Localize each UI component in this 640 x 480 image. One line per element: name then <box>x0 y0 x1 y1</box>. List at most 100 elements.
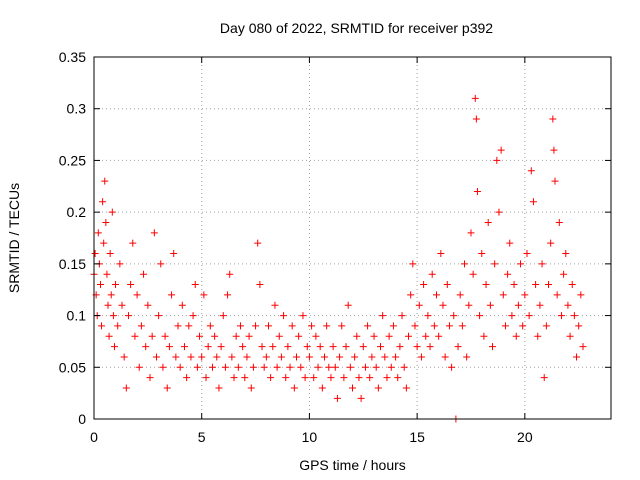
data-point <box>228 353 236 361</box>
data-point <box>129 239 137 247</box>
data-point <box>422 332 430 340</box>
data-point <box>493 156 501 164</box>
data-point <box>568 281 576 289</box>
x-tick-label: 5 <box>198 429 206 445</box>
data-point <box>473 187 481 195</box>
data-point <box>260 363 268 371</box>
data-point <box>383 374 391 382</box>
data-point <box>152 353 160 361</box>
data-point <box>510 281 518 289</box>
plot-frame <box>93 56 612 420</box>
data-point <box>157 260 165 268</box>
y-tick-label: 0.15 <box>59 256 86 272</box>
data-point <box>202 374 210 382</box>
data-point <box>497 146 505 154</box>
data-point <box>310 374 318 382</box>
data-point <box>262 353 270 361</box>
data-point <box>100 239 108 247</box>
y-tick-label: 0 <box>78 411 86 427</box>
data-point <box>323 322 331 330</box>
data-point <box>107 291 115 299</box>
data-point <box>241 374 249 382</box>
data-point <box>471 94 479 102</box>
data-point <box>297 363 305 371</box>
data-point <box>398 312 406 320</box>
data-point <box>529 198 537 206</box>
data-point <box>275 332 283 340</box>
y-tick-label: 0.25 <box>59 152 86 168</box>
data-point <box>439 301 447 309</box>
data-point <box>106 250 114 258</box>
data-point <box>342 343 350 351</box>
data-point <box>420 281 428 289</box>
data-point <box>476 312 484 320</box>
data-point <box>114 322 122 330</box>
data-point <box>443 281 451 289</box>
data-point <box>118 301 126 309</box>
data-point <box>325 363 333 371</box>
data-point <box>417 353 425 361</box>
data-point <box>560 270 568 278</box>
data-point <box>577 291 585 299</box>
data-point <box>178 301 186 309</box>
data-point <box>435 332 443 340</box>
data-point <box>364 322 372 330</box>
data-point <box>527 167 535 175</box>
data-point <box>454 343 462 351</box>
data-point <box>116 260 124 268</box>
data-series-srmtid <box>90 94 587 423</box>
data-point <box>200 291 208 299</box>
data-point <box>174 322 182 330</box>
data-point <box>415 301 423 309</box>
data-point <box>256 281 264 289</box>
data-point <box>269 343 277 351</box>
data-point <box>499 291 507 299</box>
data-point <box>437 250 445 258</box>
data-point <box>316 343 324 351</box>
data-point <box>234 363 242 371</box>
data-point <box>521 291 529 299</box>
data-point <box>168 291 176 299</box>
data-point <box>506 239 514 247</box>
data-point <box>122 384 130 392</box>
data-point <box>564 301 572 309</box>
data-point <box>159 363 167 371</box>
x-tick-label: 20 <box>517 429 533 445</box>
data-point <box>338 322 346 330</box>
data-point <box>450 312 458 320</box>
data-point <box>523 250 531 258</box>
data-point <box>249 363 257 371</box>
data-point <box>353 332 361 340</box>
data-point <box>120 353 128 361</box>
data-point <box>196 332 204 340</box>
y-tick-label: 0.2 <box>67 204 87 220</box>
data-point <box>109 312 117 320</box>
data-point <box>146 374 154 382</box>
data-point <box>525 312 533 320</box>
data-point <box>545 281 553 289</box>
x-tick-label: 10 <box>302 429 318 445</box>
data-point <box>445 322 453 330</box>
data-point <box>372 363 380 371</box>
data-point <box>318 384 326 392</box>
data-point <box>103 270 111 278</box>
data-point <box>239 343 247 351</box>
data-point <box>482 281 490 289</box>
data-point <box>280 312 288 320</box>
data-point <box>193 363 201 371</box>
data-point <box>467 229 475 237</box>
data-point <box>550 146 558 154</box>
data-point <box>385 332 393 340</box>
data-point <box>295 332 303 340</box>
data-point <box>540 374 548 382</box>
data-point <box>575 322 583 330</box>
data-point <box>517 260 525 268</box>
data-point <box>448 363 456 371</box>
data-point <box>112 281 120 289</box>
data-point <box>264 322 272 330</box>
data-point <box>213 353 221 361</box>
data-point <box>489 343 497 351</box>
data-point <box>534 332 542 340</box>
data-point <box>387 363 395 371</box>
data-point <box>288 322 296 330</box>
